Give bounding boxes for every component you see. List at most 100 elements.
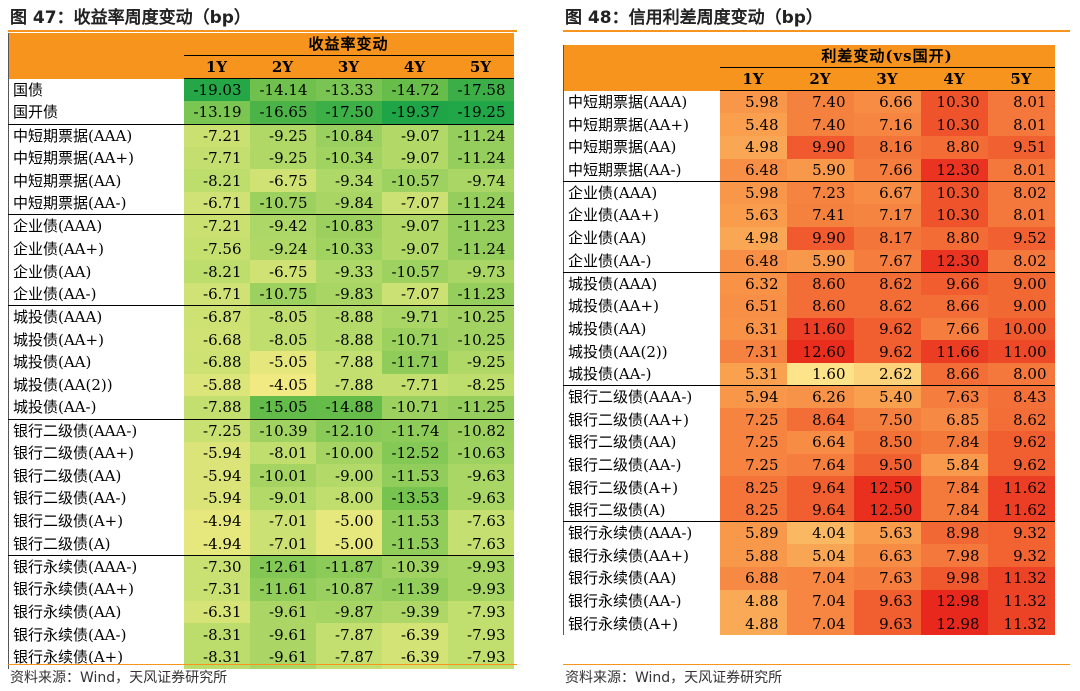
value-cell: -9.07 (381, 214, 448, 238)
value-cell: -7.87 (315, 623, 382, 646)
table-row: 企业债(AA-) 6.48 5.90 7.67 12.30 8.02 (563, 249, 1055, 273)
table-row: 银行二级债(AA) 7.25 6.64 8.50 7.84 9.62 (563, 431, 1055, 454)
value-cell: -4.94 (183, 509, 250, 533)
value-cell: 6.64 (786, 431, 854, 454)
value-cell: -6.87 (183, 305, 250, 329)
table-row: 企业债(AAA) -7.21 -9.42 -10.83 -9.07 -11.23 (8, 214, 514, 238)
value-cell: -12.61 (249, 554, 316, 578)
value-cell: 9.32 (987, 521, 1055, 545)
value-cell: -9.00 (315, 464, 382, 488)
table-row: 银行永续债(AAA-) -7.30 -12.61 -11.87 -10.39 -9.93 (8, 554, 514, 578)
value-cell: 10.30 (920, 180, 988, 205)
table-row: 银行永续债(AA+) 5.88 5.04 6.63 7.98 9.32 (563, 544, 1055, 568)
table-row: 银行永续债(AA+) -7.31 -11.61 -10.87 -11.39 -9.93 (8, 577, 514, 601)
value-cell: -10.33 (315, 237, 382, 261)
value-cell: -7.87 (315, 645, 382, 669)
value-cell: -9.87 (315, 600, 382, 624)
value-cell: 5.63 (853, 521, 921, 545)
value-cell: 5.48 (719, 113, 787, 137)
value-cell: -8.25 (447, 373, 514, 397)
value-cell: 5.90 (786, 158, 854, 182)
year-header: 5Y (447, 55, 514, 80)
value-cell: 9.63 (853, 589, 921, 613)
value-cell: -8.05 (249, 305, 316, 329)
right-source-note: 资料来源：Wind，天风证券研究所 (563, 664, 1070, 691)
value-cell: 6.66 (853, 90, 921, 114)
value-cell: -5.94 (183, 487, 250, 510)
table-row: 银行永续债(AA) -6.31 -9.61 -9.87 -9.39 -7.93 (8, 600, 514, 624)
value-cell: 7.98 (920, 544, 988, 568)
table-row: 银行永续债(AA) 6.88 7.04 7.63 9.98 11.32 (563, 567, 1055, 590)
value-cell: -7.71 (183, 146, 250, 170)
row-label: 城投债(AA+) (563, 294, 720, 318)
value-cell: -7.88 (315, 350, 382, 374)
value-cell: -10.01 (249, 464, 316, 488)
value-cell: -11.24 (447, 146, 514, 170)
value-cell: 1.60 (786, 362, 854, 386)
value-cell: -8.05 (249, 328, 316, 351)
table-row: 银行二级债(AA-) 7.25 7.64 9.50 5.84 9.62 (563, 453, 1055, 477)
value-cell: -12.52 (381, 441, 448, 465)
value-cell: -7.01 (249, 532, 316, 556)
value-cell: -10.84 (315, 123, 382, 147)
value-cell: -11.61 (249, 577, 316, 601)
value-cell: 7.04 (786, 612, 854, 636)
value-cell: -9.61 (249, 623, 316, 646)
row-label: 银行二级债(A) (8, 532, 184, 556)
year-header: 1Y (719, 67, 787, 92)
year-header: 2Y (786, 67, 854, 92)
value-cell: 6.67 (853, 180, 921, 205)
value-cell: -9.24 (249, 237, 316, 261)
table-row: 城投债(AA) 6.31 11.60 9.62 7.66 10.00 (563, 317, 1055, 341)
value-cell: -9.07 (381, 123, 448, 147)
value-cell: -7.01 (249, 509, 316, 533)
value-cell: -9.07 (381, 237, 448, 261)
value-cell: -12.10 (315, 418, 382, 442)
value-cell: 9.00 (987, 294, 1055, 318)
value-cell: -9.25 (249, 123, 316, 147)
row-label: 银行二级债(AA+) (563, 408, 720, 431)
value-cell: 9.90 (786, 226, 854, 250)
value-cell: -7.63 (447, 532, 514, 556)
value-cell: 7.66 (853, 158, 921, 182)
value-cell: 11.66 (920, 340, 988, 363)
table-row: 中短期票据(AAA) -7.21 -9.25 -10.84 -9.07 -11.24 (8, 123, 514, 147)
row-label: 银行永续债(AAA-) (8, 554, 184, 578)
value-cell: -7.93 (447, 600, 514, 624)
value-cell: 9.90 (786, 136, 854, 159)
value-cell: -10.71 (381, 328, 448, 351)
value-cell: 7.64 (786, 453, 854, 477)
row-label: 城投债(AA(2)) (563, 340, 720, 363)
value-cell: -9.74 (447, 169, 514, 193)
value-cell: 9.00 (987, 271, 1055, 295)
value-cell: -6.71 (183, 282, 250, 306)
value-cell: -9.63 (447, 464, 514, 488)
table-row: 银行二级债(AA+) 7.25 8.64 7.50 6.85 8.62 (563, 408, 1055, 431)
value-cell: 6.85 (920, 408, 988, 431)
value-cell: -8.21 (183, 260, 250, 283)
value-cell: 9.32 (987, 544, 1055, 568)
value-cell: 8.60 (786, 271, 854, 295)
row-label: 中短期票据(AA+) (8, 146, 184, 170)
value-cell: 7.04 (786, 589, 854, 613)
value-cell: -6.39 (381, 645, 448, 669)
value-cell: 7.40 (786, 113, 854, 137)
value-cell: -9.25 (447, 350, 514, 374)
table-row: 银行永续债(AA-) 4.88 7.04 9.63 12.98 11.32 (563, 589, 1055, 613)
value-cell: 7.25 (719, 408, 787, 431)
value-cell: 6.31 (719, 317, 787, 341)
row-label: 企业债(AA+) (8, 237, 184, 261)
value-cell: -11.39 (381, 577, 448, 601)
value-cell: -13.33 (315, 78, 382, 102)
value-cell: -6.75 (249, 260, 316, 283)
value-cell: -10.25 (447, 328, 514, 351)
value-cell: -11.71 (381, 350, 448, 374)
value-cell: 2.62 (853, 362, 921, 386)
value-cell: 7.66 (920, 317, 988, 341)
row-label: 国开债 (8, 101, 184, 125)
value-cell: 7.23 (786, 180, 854, 205)
year-header: 4Y (381, 55, 448, 80)
value-cell: 7.31 (719, 340, 787, 363)
value-cell: 6.26 (786, 385, 854, 409)
value-cell: -9.71 (381, 305, 448, 329)
